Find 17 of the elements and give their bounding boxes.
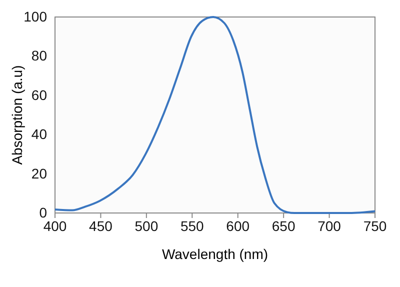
x-tick-label: 400 (43, 218, 67, 234)
x-axis-title: Wavelength (nm) (162, 246, 268, 262)
x-tick-label: 650 (272, 218, 296, 234)
y-tick-label: 60 (31, 86, 48, 103)
x-tick-label: 450 (89, 218, 113, 234)
x-tick-label: 700 (318, 218, 342, 234)
y-tick-label: 0 (39, 204, 48, 220)
y-tick-label: 80 (31, 48, 48, 64)
x-tick-label: 750 (363, 218, 387, 234)
y-tick-label: 100 (24, 8, 48, 24)
y-tick-label: 40 (31, 126, 48, 142)
x-tick-label: 600 (226, 218, 250, 234)
y-axis-title: Absorption (a.u) (9, 65, 25, 165)
x-tick-label: 550 (180, 218, 204, 234)
x-tick-label: 500 (134, 218, 158, 234)
y-tick-label: 20 (31, 165, 48, 182)
line-series (54, 16, 376, 214)
